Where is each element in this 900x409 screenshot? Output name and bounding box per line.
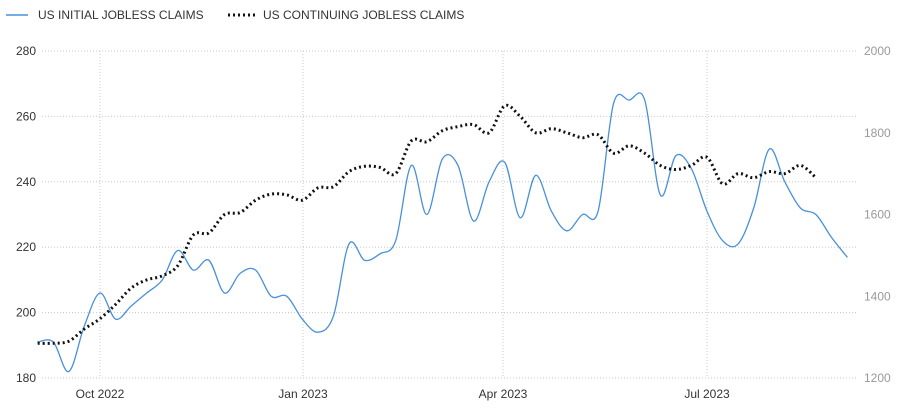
gridlines xyxy=(42,50,858,379)
continuing-claims-line xyxy=(37,103,817,345)
series-layer xyxy=(37,92,848,373)
left-tick-280: 280 xyxy=(16,44,36,58)
left-tick-200: 200 xyxy=(16,306,36,320)
legend-label-continuing: US CONTINUING JOBLESS CLAIMS xyxy=(263,8,464,22)
left-axis-ticks: 180 200 220 240 260 280 xyxy=(16,44,36,385)
right-tick-1200: 1200 xyxy=(864,371,891,385)
initial-claims-line xyxy=(37,92,848,373)
right-axis-ticks: 1200 1400 1600 1800 2000 xyxy=(864,44,891,385)
x-tick-3: Jul 2023 xyxy=(684,387,730,401)
right-tick-2000: 2000 xyxy=(864,44,891,58)
left-tick-180: 180 xyxy=(16,371,36,385)
x-tick-1: Jan 2023 xyxy=(278,387,328,401)
x-tick-0: Oct 2022 xyxy=(76,387,125,401)
left-tick-220: 220 xyxy=(16,240,36,254)
x-tick-2: Apr 2023 xyxy=(479,387,528,401)
right-tick-1400: 1400 xyxy=(864,289,891,303)
x-axis-ticks: Oct 2022 Jan 2023 Apr 2023 Jul 2023 xyxy=(76,387,730,401)
legend-label-initial: US INITIAL JOBLESS CLAIMS xyxy=(38,8,204,22)
right-tick-1600: 1600 xyxy=(864,208,891,222)
legend: US INITIAL JOBLESS CLAIMS US CONTINUING … xyxy=(6,8,464,22)
left-tick-260: 260 xyxy=(16,109,36,123)
right-tick-1800: 1800 xyxy=(864,126,891,140)
left-tick-240: 240 xyxy=(16,175,36,189)
